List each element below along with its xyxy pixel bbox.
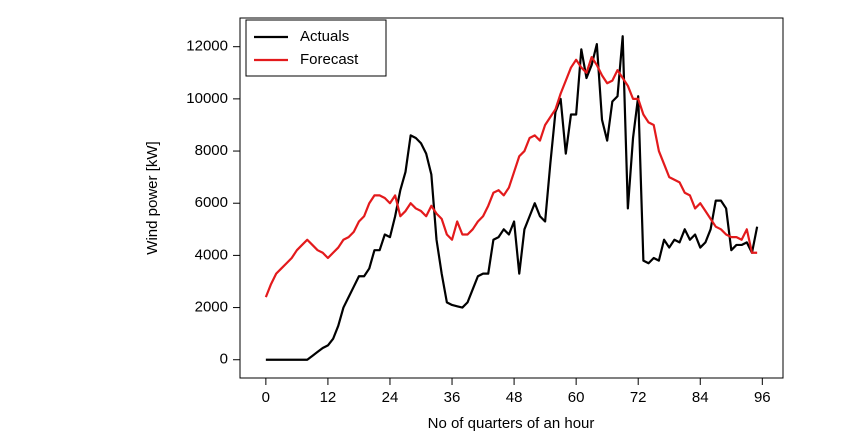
x-tick-label: 84 — [692, 389, 709, 406]
x-tick-label: 96 — [754, 389, 771, 406]
y-tick-label: 10000 — [186, 90, 228, 107]
y-tick-label: 4000 — [195, 246, 228, 263]
y-tick-label: 8000 — [195, 142, 228, 159]
series-line — [265, 35, 759, 361]
x-axis-label: No of quarters of an hour — [428, 415, 595, 432]
plot-frame — [239, 17, 784, 379]
x-tick-label: 12 — [320, 389, 337, 406]
x-tick-label: 72 — [630, 389, 647, 406]
y-tick-label: 6000 — [195, 194, 228, 211]
x-tick-label: 36 — [444, 389, 461, 406]
y-axis-label: Wind power [kW] — [144, 141, 161, 254]
legend-label: Actuals — [300, 28, 349, 45]
legend-label: Forecast — [300, 51, 359, 68]
series-line — [264, 56, 758, 298]
y-tick-label: 12000 — [186, 38, 228, 55]
y-tick-label: 0 — [220, 351, 228, 368]
y-tick-label: 2000 — [195, 299, 228, 316]
x-tick-label: 0 — [262, 389, 270, 406]
x-tick-label: 60 — [568, 389, 585, 406]
x-tick-label: 24 — [382, 389, 399, 406]
x-tick-label: 48 — [506, 389, 523, 406]
legend-box — [245, 19, 387, 77]
